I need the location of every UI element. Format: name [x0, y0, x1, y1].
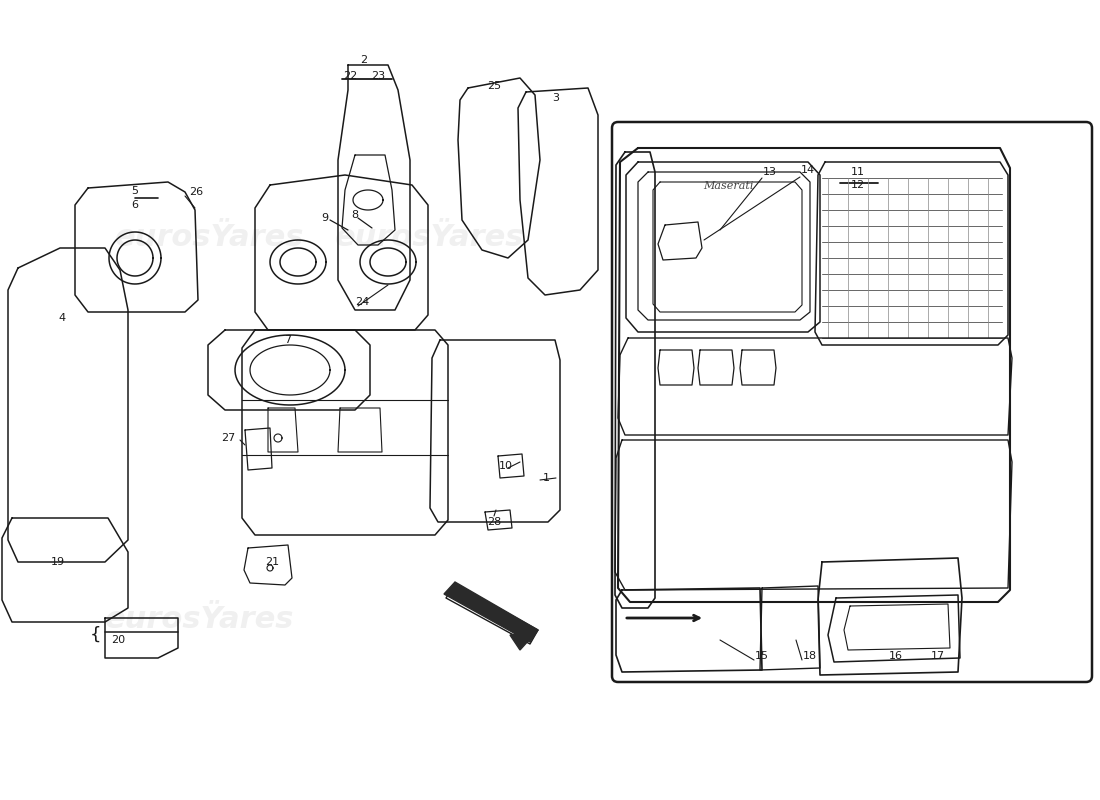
Text: 22: 22 [343, 71, 358, 81]
Text: 7: 7 [285, 335, 292, 345]
Text: 12: 12 [851, 180, 865, 190]
Text: Maserati: Maserati [703, 181, 754, 191]
Text: 6: 6 [132, 200, 139, 210]
Text: 14: 14 [801, 165, 815, 175]
Text: 25: 25 [487, 81, 502, 91]
Text: 8: 8 [351, 210, 359, 220]
Text: 2: 2 [361, 55, 367, 65]
Text: 10: 10 [499, 461, 513, 471]
Text: 15: 15 [755, 651, 769, 661]
Text: 13: 13 [763, 167, 777, 177]
Text: 27: 27 [221, 433, 235, 443]
FancyBboxPatch shape [612, 122, 1092, 682]
Text: 20: 20 [111, 635, 125, 645]
Text: eurosŸares: eurosŸares [106, 606, 295, 634]
Text: 9: 9 [321, 213, 329, 223]
Text: 5: 5 [132, 186, 139, 196]
Text: 26: 26 [189, 187, 204, 197]
Text: eurosŸares: eurosŸares [116, 223, 305, 253]
Text: 18: 18 [803, 651, 817, 661]
Text: eurosŸares: eurosŸares [336, 223, 525, 253]
Text: 1: 1 [542, 473, 550, 483]
Polygon shape [444, 582, 538, 642]
Text: 16: 16 [889, 651, 903, 661]
Text: 3: 3 [552, 93, 560, 103]
Text: 4: 4 [58, 313, 66, 323]
Text: eurosŸares: eurosŸares [715, 346, 904, 374]
Text: 17: 17 [931, 651, 945, 661]
Text: 21: 21 [265, 557, 279, 567]
Text: 24: 24 [355, 297, 370, 307]
Text: 23: 23 [371, 71, 385, 81]
Polygon shape [510, 630, 538, 650]
Text: 11: 11 [851, 167, 865, 177]
Text: 28: 28 [487, 517, 502, 527]
Text: {: { [90, 626, 101, 644]
Text: 19: 19 [51, 557, 65, 567]
